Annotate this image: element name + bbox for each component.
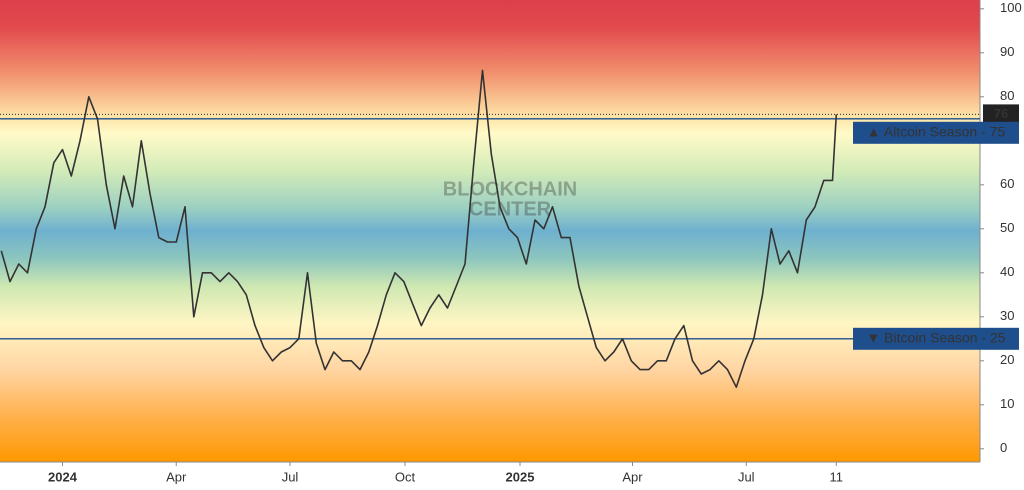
series-line: [0, 69, 838, 388]
watermark: CENTER: [469, 198, 552, 220]
y-tick-label: 30: [1000, 308, 1014, 323]
watermark: BLOCKCHAIN: [443, 178, 577, 200]
x-tick-label: 2024: [48, 469, 78, 484]
y-tick-label: 100: [1000, 0, 1022, 15]
x-tick-label: 2025: [506, 469, 535, 484]
y-tick-label: 40: [1000, 264, 1014, 279]
current-value-box: [983, 104, 1019, 125]
threshold-box: [853, 121, 1019, 144]
y-tick-label: 10: [1000, 396, 1014, 411]
y-tick-label: 90: [1000, 44, 1014, 59]
y-tick-label: 60: [1000, 176, 1014, 191]
y-tick-label: 0: [1000, 440, 1007, 455]
x-tick-label: Oct: [395, 469, 416, 484]
threshold-label: ▼ Bitcoin Season - 25: [866, 330, 1005, 346]
y-tick-label: 50: [1000, 220, 1014, 235]
x-tick-label: Jul: [282, 469, 299, 484]
current-value-label: 76: [994, 106, 1008, 121]
y-tick-label: 80: [1000, 88, 1014, 103]
x-tick-label: 11: [830, 469, 844, 484]
x-tick-label: Apr: [166, 469, 187, 484]
y-tick-label: 20: [1000, 352, 1014, 367]
plot-background: [0, 0, 980, 462]
threshold-box: [853, 327, 1019, 350]
threshold-label: ▲ Altcoin Season - 75: [867, 124, 1006, 140]
x-tick-label: Apr: [622, 469, 643, 484]
x-tick-label: Jul: [738, 469, 755, 484]
